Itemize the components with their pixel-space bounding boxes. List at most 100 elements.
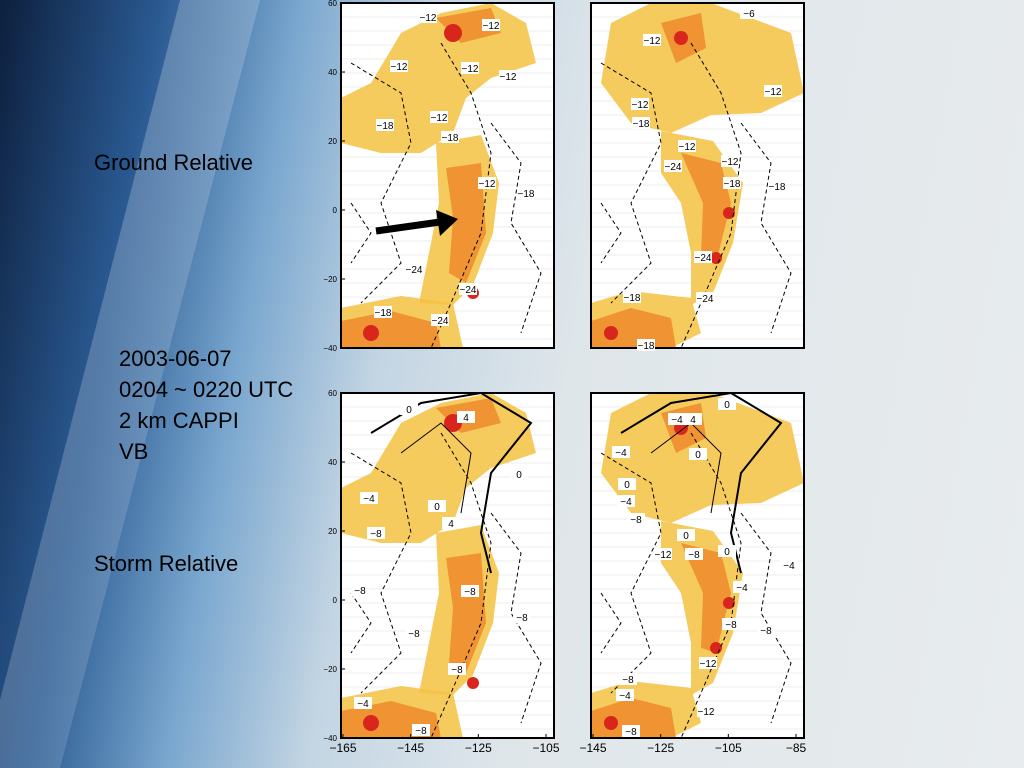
contour-label-bg — [664, 160, 682, 172]
radar-panel: −4 4 0 −4 0 0 −4 −8 0 −12 −8 0 −4 −4 −8 −8 −12 −8 −4 −12 −8 — [590, 391, 805, 739]
contour-label-bg — [360, 492, 378, 504]
contour-label: −18 — [633, 119, 650, 130]
y-tick-label: 40 — [328, 458, 337, 467]
contour-label: −12 — [391, 62, 408, 73]
contour-line-solid — [370, 391, 533, 574]
contour-label-bg — [643, 34, 661, 46]
contour-label-bg — [721, 155, 739, 167]
contour-label-bg — [780, 559, 798, 571]
contour-line — [430, 432, 492, 739]
contour-label: −8 — [516, 613, 528, 624]
x-tick-label: −125 — [465, 741, 492, 755]
contour-label-bg — [400, 403, 418, 415]
contour-label-bg — [678, 140, 696, 152]
contour-line — [600, 592, 622, 654]
contour-label-bg — [722, 618, 740, 630]
y-tick-label: −40 — [323, 734, 337, 743]
contour-label: −8 — [354, 586, 366, 597]
contour-label: −12 — [700, 659, 717, 670]
contour-line — [740, 122, 792, 334]
reflectivity-core — [363, 715, 379, 731]
panel-frame — [590, 2, 805, 349]
contour-label: −4 — [783, 561, 795, 572]
contour-label-bg — [699, 657, 717, 669]
contour-line — [600, 202, 622, 264]
contour-label-bg — [461, 585, 479, 597]
contour-label-bg — [631, 98, 649, 110]
reflectivity-core — [723, 597, 735, 609]
contour-label: −8 — [451, 665, 463, 676]
reflectivity-mid — [446, 163, 486, 283]
contour-label: −8 — [415, 726, 427, 737]
contour-label-bg — [654, 548, 672, 560]
contour-label: −8 — [370, 529, 382, 540]
contour-label: −24 — [695, 253, 712, 264]
contour-label-bg — [374, 306, 392, 318]
contour-label-bg — [685, 548, 703, 560]
y-tick-label: −20 — [323, 665, 337, 674]
contour-label-bg — [478, 177, 496, 189]
contour-label: −4 — [615, 448, 627, 459]
contour-label: 0 — [516, 470, 522, 481]
contour-label: −4 — [736, 583, 748, 594]
contour-label: −18 — [375, 308, 392, 319]
contour-label: −6 — [743, 9, 755, 20]
contour-line — [350, 202, 372, 264]
contour-line — [430, 42, 492, 349]
contour-label: −24 — [460, 285, 477, 296]
reflectivity-light — [341, 3, 536, 153]
radar-panel: 040−404−8−8−8−8−8−8−4−8 — [340, 391, 555, 739]
y-tick-label: 40 — [328, 68, 337, 77]
contour-line-solid — [650, 422, 722, 514]
contour-line — [600, 452, 662, 694]
reflectivity-core — [467, 677, 479, 689]
reflectivity-core — [604, 716, 618, 730]
contour-label-bg — [367, 527, 385, 539]
contour-label: −4 — [363, 494, 375, 505]
y-tick-label: 0 — [333, 206, 338, 215]
y-tick-label: −20 — [323, 275, 337, 284]
contour-label: −12 — [431, 113, 448, 124]
contour-label: −4 — [357, 699, 369, 710]
contour-label-bg — [622, 725, 640, 737]
contour-label-bg — [354, 697, 372, 709]
reflectivity-mid — [681, 153, 731, 263]
storm-relative-label: Storm Relative — [94, 551, 238, 576]
contour-line — [600, 62, 662, 304]
contour-label: −12 — [462, 64, 479, 75]
y-tick-label: 20 — [328, 527, 337, 536]
contour-label-bg — [513, 611, 531, 623]
contour-label-bg — [461, 62, 479, 74]
contour-label-bg — [723, 177, 741, 189]
contour-label-bg — [428, 500, 446, 512]
contour-label: −12 — [420, 13, 437, 24]
contour-label-bg — [677, 529, 695, 541]
contour-label-bg — [390, 60, 408, 72]
contour-line — [490, 512, 542, 724]
contour-label: −12 — [679, 142, 696, 153]
contour-line — [680, 42, 742, 349]
contour-line — [350, 452, 412, 694]
contour-label: −18 — [624, 293, 641, 304]
contour-label-bg — [617, 495, 635, 507]
contour-label-bg — [768, 180, 786, 192]
contour-label-bg — [697, 705, 715, 717]
reflectivity-core — [674, 31, 688, 45]
contour-label: −18 — [638, 341, 655, 352]
contour-label-bg — [718, 545, 736, 557]
contour-label: −24 — [697, 294, 714, 305]
contour-line — [490, 122, 542, 334]
reflectivity-core — [604, 326, 618, 340]
contour-line — [350, 62, 412, 304]
contour-label-bg — [627, 513, 645, 525]
contour-label: −18 — [518, 189, 535, 200]
contour-label: −12 — [722, 157, 739, 168]
reflectivity-core — [363, 325, 379, 341]
reflectivity-core — [444, 24, 462, 42]
contour-label: 0 — [406, 405, 412, 416]
contour-label: −12 — [655, 550, 672, 561]
x-tick-label: −105 — [532, 741, 559, 755]
contour-label: 0 — [724, 547, 730, 558]
